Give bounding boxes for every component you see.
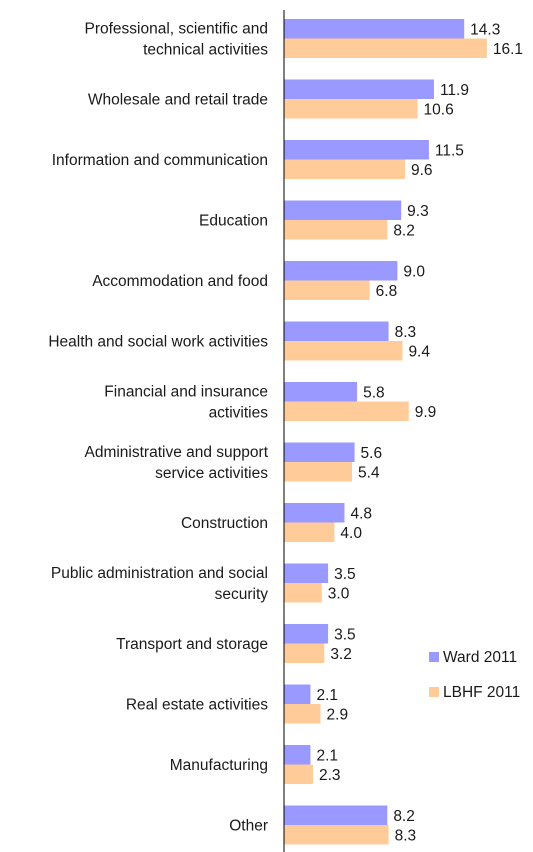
bar-ward-3 [284, 200, 402, 220]
bar-lbhf-10 [284, 643, 325, 663]
bar-lbhf-9 [284, 583, 322, 603]
value-labels: 14.3 16.1 11.9 10.6 11.59.6 9.3 8.2 9.0 6.8 8.3 9.… [316, 21, 523, 844]
bar-lbhf-0 [284, 38, 487, 58]
bar-ward-13 [284, 805, 388, 825]
value-label: 11.9 [440, 82, 469, 99]
legend-label: LBHF 2011 [443, 684, 520, 701]
value-label: 14.3 [470, 21, 500, 38]
bar-ward-2 [284, 140, 429, 160]
category-label: Wholesale and retail trade [88, 92, 268, 109]
bar-ward-1 [284, 79, 434, 99]
bar-lbhf-1 [284, 99, 418, 119]
value-label: 9.0 [403, 263, 425, 280]
category-label: activities [209, 405, 269, 422]
bar-lbhf-2 [284, 159, 405, 179]
bar-lbhf-7 [284, 462, 353, 482]
bar-ward-8 [284, 503, 345, 523]
value-label: 2.1 [316, 687, 338, 704]
value-label: 4.8 [350, 505, 372, 522]
value-label: 5.6 [361, 445, 383, 462]
category-label: Construction [181, 515, 268, 532]
value-label: 3.2 [330, 646, 352, 663]
category-label: Professional, scientific and [84, 21, 268, 38]
category-label: Transport and storage [116, 636, 268, 653]
bar-ward-12 [284, 745, 311, 765]
value-label: 6.8 [376, 283, 398, 300]
category-label: technical activities [143, 42, 268, 59]
category-label: Public administration and social [51, 565, 268, 582]
category-label: Financial and insurance [104, 384, 268, 401]
bar-ward-4 [284, 261, 398, 281]
value-label: 5.4 [358, 464, 380, 481]
category-label: Manufacturing [170, 757, 268, 774]
bar-ward-11 [284, 684, 311, 704]
value-label: 4.0 [340, 525, 362, 542]
value-label: 2.1 [316, 747, 338, 764]
value-label: 11.5 [435, 142, 464, 159]
bar-ward-6 [284, 382, 358, 402]
category-label: Education [199, 213, 268, 230]
category-label: service activities [155, 465, 268, 482]
bar-lbhf-4 [284, 280, 370, 300]
legend-swatch-ward [429, 652, 439, 662]
bar-lbhf-13 [284, 825, 389, 845]
value-label: 3.5 [334, 566, 356, 583]
category-label: Information and communication [52, 152, 268, 169]
value-label: 9.9 [415, 404, 437, 421]
legend: Ward 2011 LBHF 2011 [429, 649, 520, 701]
bar-lbhf-3 [284, 220, 388, 240]
value-label: 16.1 [493, 41, 523, 58]
value-label: 5.8 [363, 384, 385, 401]
value-label: 10.6 [424, 101, 454, 118]
legend-swatch-lbhf [429, 687, 439, 697]
value-label: 8.2 [393, 808, 415, 825]
bar-lbhf-12 [284, 764, 313, 784]
category-label: Other [229, 818, 268, 835]
bar-lbhf-6 [284, 401, 409, 421]
value-label: 8.3 [395, 324, 417, 341]
value-label: 2.3 [319, 767, 341, 784]
value-label: 8.3 [395, 827, 417, 844]
value-label: 9.6 [411, 162, 433, 179]
category-label: Real estate activities [126, 697, 268, 714]
bar-lbhf-11 [284, 704, 321, 724]
value-label: 9.4 [408, 343, 430, 360]
bar-ward-5 [284, 321, 389, 341]
value-label: 3.5 [334, 626, 356, 643]
category-label: Administrative and support [84, 444, 268, 461]
category-label: security [215, 586, 269, 603]
bar-lbhf-8 [284, 522, 335, 542]
bar-ward-0 [284, 19, 465, 39]
bar-ward-10 [284, 624, 329, 644]
value-label: 2.9 [327, 706, 349, 723]
value-label: 3.0 [328, 585, 350, 602]
category-label: Health and social work activities [48, 334, 268, 351]
category-label: Accommodation and food [92, 273, 268, 290]
category-labels: Professional, scientific and technical ac… [48, 21, 268, 835]
bars-group [284, 19, 487, 845]
legend-label: Ward 2011 [443, 649, 517, 666]
bar-ward-7 [284, 442, 355, 462]
value-label: 9.3 [407, 203, 429, 220]
bar-ward-9 [284, 563, 329, 583]
value-label: 8.2 [393, 222, 415, 239]
bar-lbhf-5 [284, 341, 403, 361]
